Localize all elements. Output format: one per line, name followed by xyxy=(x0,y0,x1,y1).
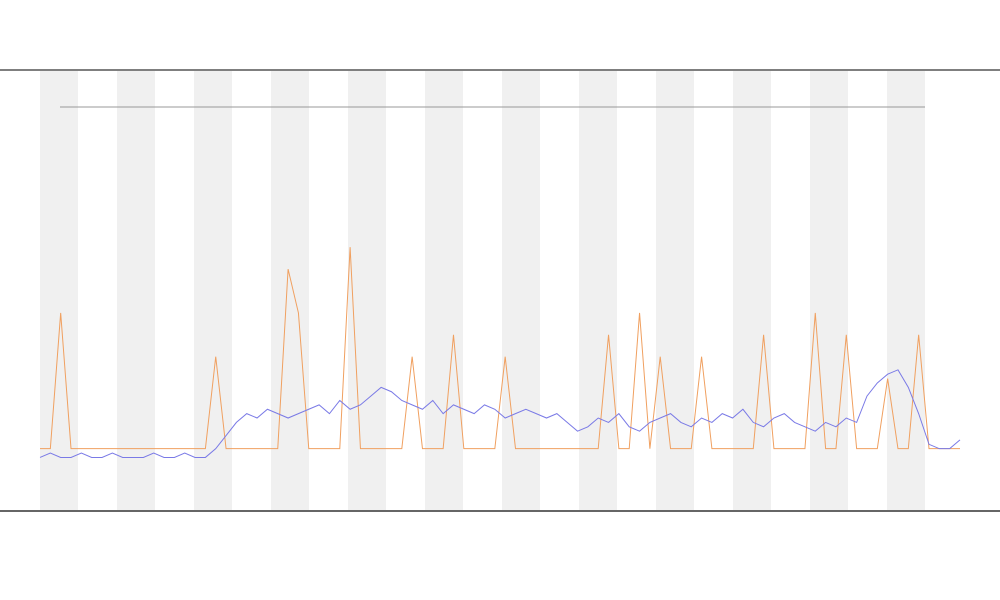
band xyxy=(733,71,771,510)
band xyxy=(502,71,540,510)
band xyxy=(348,71,386,510)
band xyxy=(579,71,617,510)
series-line xyxy=(39,369,961,458)
band xyxy=(810,71,848,510)
band xyxy=(656,71,694,510)
band xyxy=(887,71,925,510)
band xyxy=(271,71,309,510)
band xyxy=(117,71,155,510)
band xyxy=(40,71,78,510)
background-bands xyxy=(40,71,925,510)
series-line xyxy=(40,247,960,450)
band xyxy=(194,71,232,510)
